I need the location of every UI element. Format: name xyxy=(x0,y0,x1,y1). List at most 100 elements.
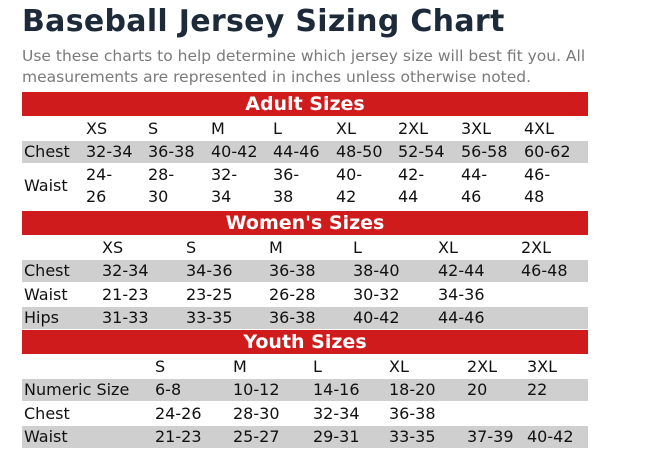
row-label: Waist xyxy=(24,285,68,304)
adult-size-header-row: XS S M L XL 2XL 3XL 4XL xyxy=(22,119,588,141)
adult-waist-m-top: 32- xyxy=(211,165,238,184)
row-label: Waist xyxy=(24,176,68,195)
adult-waist-3xl-bottom: 46 xyxy=(461,187,482,206)
adult-size-3xl: 3XL xyxy=(461,119,492,138)
adult-waist-4xl-top: 46- xyxy=(524,165,551,184)
adult-size-4xl: 4XL xyxy=(524,119,555,138)
youth-chest-s: 24-26 xyxy=(155,404,202,423)
womens-waist-m: 26-28 xyxy=(269,285,316,304)
adult-size-2xl: 2XL xyxy=(398,119,429,138)
womens-hips-m: 36-38 xyxy=(269,308,316,327)
page-subtitle: Use these charts to help determine which… xyxy=(22,47,586,86)
adult-chest-xs: 32-34 xyxy=(86,142,133,161)
row-label: Hips xyxy=(24,308,59,327)
youth-waist-m: 25-27 xyxy=(233,427,280,446)
adult-size-l: L xyxy=(273,119,282,138)
adult-waist-xl-bottom: 42 xyxy=(336,187,357,206)
youth-waist-xl: 33-35 xyxy=(389,427,436,446)
adult-chest-row: Chest 32-34 36-38 40-42 44-46 48-50 52-5… xyxy=(22,141,588,163)
youth-size-2xl: 2XL xyxy=(467,357,498,376)
womens-size-l: L xyxy=(353,238,362,257)
row-label: Chest xyxy=(24,404,70,423)
adult-waist-2xl-top: 42- xyxy=(398,165,425,184)
womens-waist-l: 30-32 xyxy=(353,285,400,304)
adult-chest-s: 36-38 xyxy=(148,142,195,161)
adult-waist-s-bottom: 30 xyxy=(148,187,169,206)
womens-sizes-heading: Women's Sizes xyxy=(22,211,588,235)
womens-hips-s: 33-35 xyxy=(186,308,233,327)
page-title: Baseball Jersey Sizing Chart xyxy=(22,4,505,39)
adult-chest-2xl: 52-54 xyxy=(398,142,445,161)
youth-numeric-3xl: 22 xyxy=(527,380,548,399)
youth-numeric-m: 10-12 xyxy=(233,380,280,399)
womens-chest-l: 38-40 xyxy=(353,261,400,280)
youth-numeric-2xl: 20 xyxy=(467,380,488,399)
womens-chest-2xl: 46-48 xyxy=(521,261,568,280)
adult-waist-xl-top: 40- xyxy=(336,165,363,184)
womens-chest-m: 36-38 xyxy=(269,261,316,280)
youth-numeric-l: 14-16 xyxy=(313,380,360,399)
womens-chest-row: Chest 32-34 34-36 36-38 38-40 42-44 46-4… xyxy=(22,260,588,282)
adult-sizes-heading: Adult Sizes xyxy=(22,92,588,116)
adult-waist-xs-top: 24- xyxy=(86,165,113,184)
youth-waist-3xl: 40-42 xyxy=(527,427,574,446)
youth-chest-l: 32-34 xyxy=(313,404,360,423)
womens-hips-xs: 31-33 xyxy=(102,308,149,327)
adult-chest-xl: 48-50 xyxy=(336,142,383,161)
youth-sizes-heading: Youth Sizes xyxy=(22,330,588,354)
youth-numeric-s: 6-8 xyxy=(155,380,182,399)
youth-chest-xl: 36-38 xyxy=(389,404,436,423)
row-label: Waist xyxy=(24,427,68,446)
adult-chest-4xl: 60-62 xyxy=(524,142,571,161)
youth-numeric-xl: 18-20 xyxy=(389,380,436,399)
adult-waist-4xl-bottom: 48 xyxy=(524,187,545,206)
youth-size-l: L xyxy=(313,357,322,376)
youth-size-xl: XL xyxy=(389,357,409,376)
youth-waist-l: 29-31 xyxy=(313,427,360,446)
adult-waist-s-top: 28- xyxy=(148,165,175,184)
adult-waist-l-bottom: 38 xyxy=(273,187,294,206)
adult-size-m: M xyxy=(211,119,225,138)
womens-waist-s: 23-25 xyxy=(186,285,233,304)
youth-waist-s: 21-23 xyxy=(155,427,202,446)
womens-chest-xl: 42-44 xyxy=(438,261,485,280)
adult-size-xl: XL xyxy=(336,119,356,138)
adult-waist-m-bottom: 34 xyxy=(211,187,232,206)
adult-waist-xs-bottom: 26 xyxy=(86,187,107,206)
row-label: Chest xyxy=(24,142,70,161)
youth-numeric-size-row: Numeric Size 6-8 10-12 14-16 18-20 20 22 xyxy=(22,379,588,401)
womens-waist-row: Waist 21-23 23-25 26-28 30-32 34-36 xyxy=(22,284,588,306)
row-label: Chest xyxy=(24,261,70,280)
youth-chest-m: 28-30 xyxy=(233,404,280,423)
youth-size-m: M xyxy=(233,357,247,376)
adult-chest-m: 40-42 xyxy=(211,142,258,161)
adult-waist-row: Waist 24- 28- 32- 36- 40- 42- 44- 46- 26… xyxy=(22,164,588,208)
adult-chest-l: 44-46 xyxy=(273,142,320,161)
womens-chest-xs: 32-34 xyxy=(102,261,149,280)
womens-size-xl: XL xyxy=(438,238,458,257)
womens-hips-xl: 44-46 xyxy=(438,308,485,327)
womens-size-2xl: 2XL xyxy=(521,238,552,257)
womens-hips-row: Hips 31-33 33-35 36-38 40-42 44-46 xyxy=(22,307,588,329)
womens-hips-l: 40-42 xyxy=(353,308,400,327)
womens-size-m: M xyxy=(269,238,283,257)
womens-chest-s: 34-36 xyxy=(186,261,233,280)
adult-waist-3xl-top: 44- xyxy=(461,165,488,184)
youth-waist-2xl: 37-39 xyxy=(467,427,514,446)
womens-waist-xs: 21-23 xyxy=(102,285,149,304)
womens-size-header-row: XS S M L XL 2XL xyxy=(22,238,588,260)
womens-size-s: S xyxy=(186,238,197,257)
womens-waist-xl: 34-36 xyxy=(438,285,485,304)
adult-waist-2xl-bottom: 44 xyxy=(398,187,419,206)
adult-chest-3xl: 56-58 xyxy=(461,142,508,161)
row-label: Numeric Size xyxy=(24,380,130,399)
youth-size-header-row: S M L XL 2XL 3XL xyxy=(22,357,588,379)
youth-size-3xl: 3XL xyxy=(527,357,558,376)
womens-size-xs: XS xyxy=(102,238,124,257)
youth-size-s: S xyxy=(155,357,166,376)
youth-chest-row: Chest 24-26 28-30 32-34 36-38 xyxy=(22,403,588,425)
youth-waist-row: Waist 21-23 25-27 29-31 33-35 37-39 40-4… xyxy=(22,426,588,448)
adult-waist-l-top: 36- xyxy=(273,165,300,184)
adult-size-xs: XS xyxy=(86,119,108,138)
